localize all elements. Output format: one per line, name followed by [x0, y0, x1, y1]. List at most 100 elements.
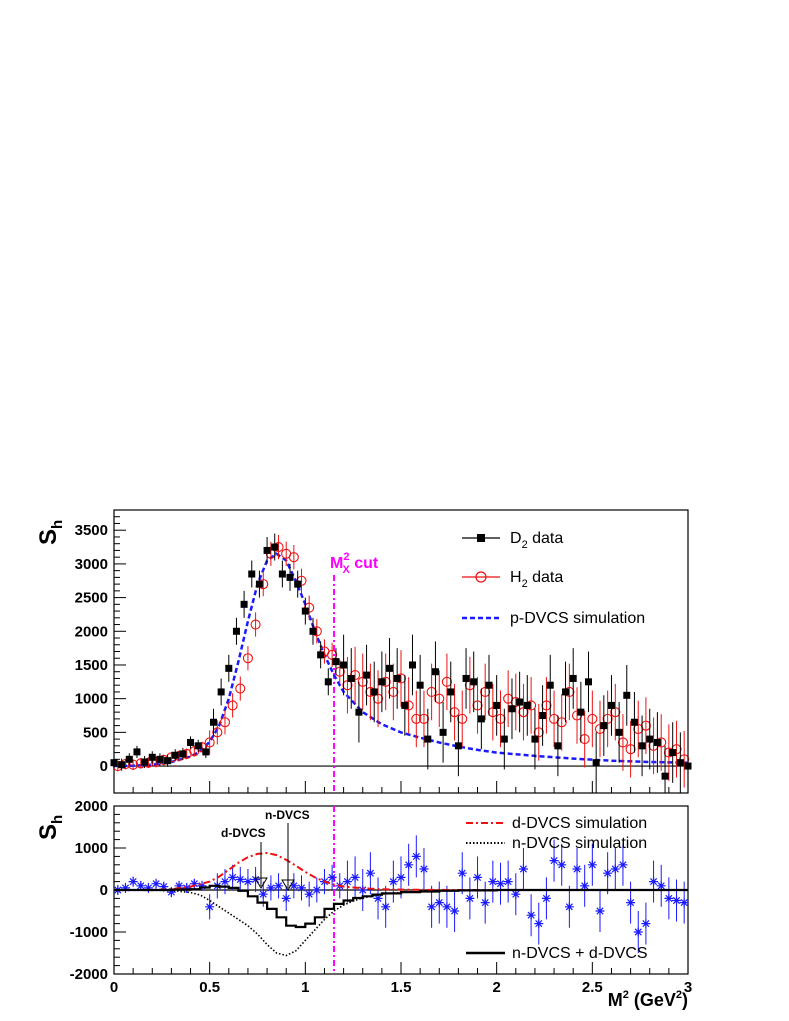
h2-data-point — [357, 676, 368, 687]
top-y-tick-label: 1500 — [75, 657, 108, 674]
difference-data-point — [434, 898, 444, 908]
difference-data-point — [442, 902, 452, 912]
d2-data-point — [317, 651, 325, 659]
h2-data-point — [579, 734, 590, 745]
difference-data-point — [480, 898, 490, 908]
bottom-x-tick-label: 1 — [301, 979, 309, 996]
difference-data-point — [174, 881, 184, 891]
d2-data-point — [523, 701, 531, 709]
bottom-x-tick-label: 2 — [492, 979, 500, 996]
d2-data-point — [309, 627, 317, 635]
d2-data-point — [661, 772, 669, 780]
d2-data-point — [508, 705, 516, 713]
bottom-y-tick-label: -1000 — [70, 924, 108, 941]
d2-data-point — [477, 715, 485, 723]
d2-data-point — [485, 681, 493, 689]
bottom-x-tick-label: 0 — [110, 979, 118, 996]
d2-data-point — [607, 701, 615, 709]
h2-data-point — [128, 759, 139, 770]
d2-data-point — [209, 718, 217, 726]
difference-data-point — [503, 877, 513, 887]
difference-data-point — [672, 896, 682, 905]
d2-data-point — [569, 674, 577, 682]
d2-data-point — [286, 573, 294, 581]
bottom-x-tick-label: 3 — [684, 979, 692, 996]
difference-data-point — [266, 883, 276, 893]
top-y-tick-label: 2000 — [75, 623, 108, 640]
h2-data-point — [441, 676, 452, 687]
d2-data-point — [447, 688, 455, 696]
d2-data-point — [386, 664, 394, 672]
difference-data-point — [258, 889, 268, 899]
difference-data-point — [587, 860, 597, 870]
top-legend: D2 data H2 data p-DVCS simulation — [462, 530, 645, 627]
h2-data-point — [449, 707, 460, 718]
difference-data-point — [404, 860, 414, 870]
top-y-tick-label: 2500 — [75, 590, 108, 607]
h2-data-point — [640, 720, 651, 731]
difference-data-point — [419, 864, 429, 874]
difference-data-point — [465, 893, 475, 903]
difference-data-point — [488, 877, 498, 887]
d2-data-point — [217, 688, 225, 696]
h2-data-point — [610, 707, 621, 718]
d2-data-point — [340, 661, 348, 669]
h2-data-point — [189, 746, 200, 757]
difference-data-point — [297, 883, 307, 893]
difference-data-point — [495, 879, 505, 889]
legend-sum-label: n-DVCS + d-DVCS — [512, 945, 648, 962]
difference-data-point — [235, 875, 245, 884]
difference-data-point — [595, 906, 605, 916]
difference-data-point — [633, 927, 643, 937]
difference-data-point — [189, 879, 199, 889]
filled-square-marker-icon — [477, 534, 485, 542]
top-y-tick-label: 0 — [100, 758, 108, 775]
difference-data-point — [289, 881, 299, 891]
d2-data-point — [516, 698, 524, 706]
difference-data-point — [411, 851, 421, 861]
d2-data-point — [378, 678, 386, 686]
legend-d-dvcs-label: d-DVCS simulation — [512, 815, 647, 832]
difference-data-point — [664, 893, 674, 903]
h2-data-point — [434, 693, 445, 704]
difference-data-point — [388, 877, 398, 887]
d2-data-point — [363, 671, 371, 679]
h2-data-point — [327, 649, 338, 660]
d2-data-point — [623, 691, 631, 699]
difference-data-point — [281, 893, 291, 903]
bottom-x-tick-label: 2.5 — [582, 979, 603, 996]
difference-data-point — [365, 868, 375, 878]
difference-data-point — [243, 877, 253, 887]
d2-data-point — [110, 759, 118, 767]
difference-data-point — [342, 877, 352, 887]
top-y-tick-label: 3000 — [75, 556, 108, 573]
difference-data-point — [327, 872, 337, 882]
sum-simulation-line — [114, 884, 688, 929]
d2-data-point — [232, 627, 240, 635]
d2-data-point — [676, 759, 684, 767]
difference-data-point — [373, 893, 383, 903]
d2-data-point — [225, 664, 233, 672]
h2-data-point — [487, 707, 498, 718]
d2-data-point — [600, 722, 608, 730]
difference-data-point — [518, 864, 528, 874]
h2-data-point — [426, 686, 437, 697]
d2-data-point — [462, 674, 470, 682]
difference-data-point — [511, 889, 521, 899]
d2-data-point — [324, 678, 332, 686]
x-axis-title: M2 (GeV2) — [608, 989, 688, 1010]
h2-data-point — [204, 737, 215, 748]
legend-entry-pdvcs: p-DVCS simulation — [462, 610, 645, 627]
difference-data-point — [450, 906, 460, 916]
svg-text:D2 data: D2 data — [510, 530, 563, 551]
d2-data-point — [240, 600, 248, 608]
d2-data-point — [531, 735, 539, 743]
h2-data-point — [472, 700, 483, 711]
difference-data-point — [220, 877, 230, 887]
d-dvcs-arrow-label: d-DVCS — [221, 826, 266, 840]
h2-data-point — [288, 552, 299, 563]
difference-data-point — [396, 872, 406, 882]
top-y-tick-label: 1000 — [75, 691, 108, 708]
d2-data-point — [669, 749, 677, 757]
legend-h2-label: H — [510, 569, 522, 586]
